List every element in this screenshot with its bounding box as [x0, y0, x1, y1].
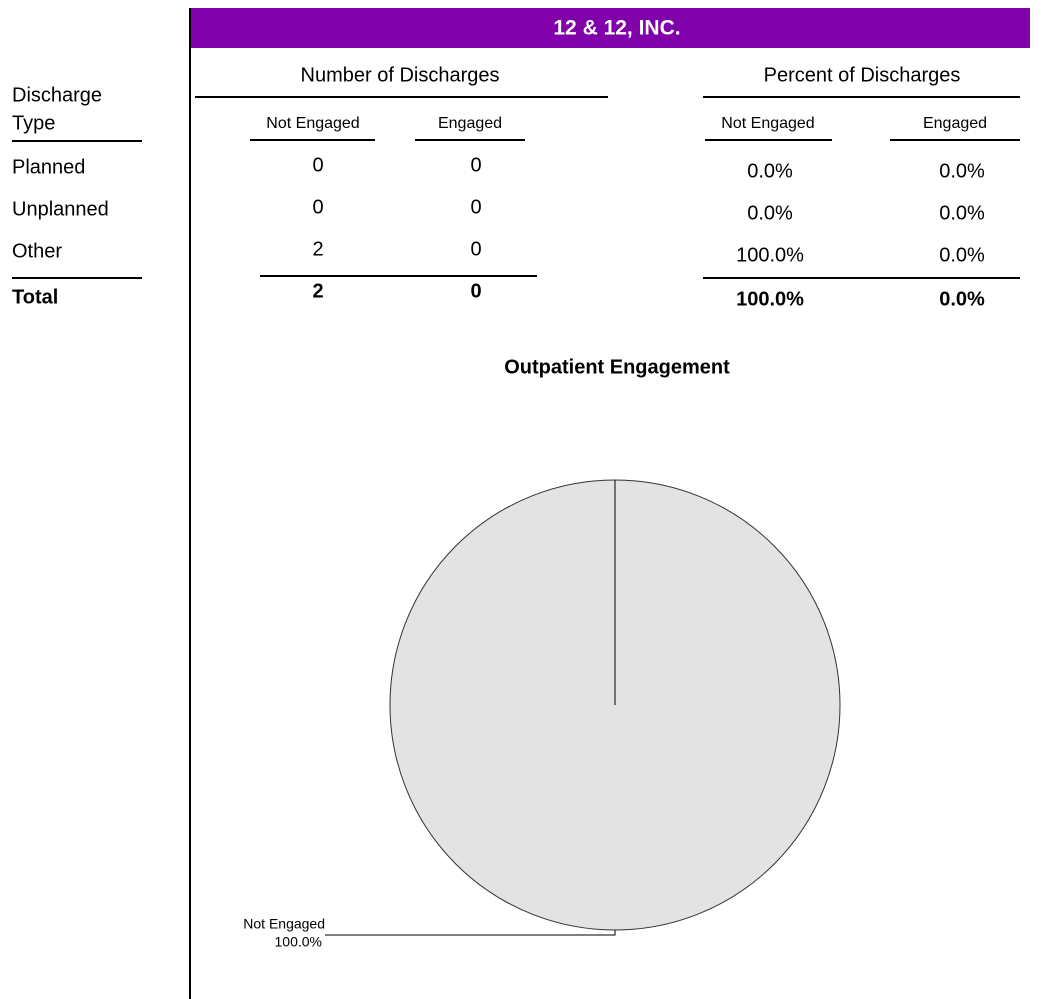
column-header: Not Engaged — [721, 115, 814, 132]
total-label: Total — [12, 286, 58, 308]
header-title: 12 & 12, INC. — [553, 17, 680, 40]
cell: 0 — [312, 196, 323, 218]
total-cell: 0.0% — [939, 288, 985, 310]
chart-title: Outpatient Engagement — [504, 356, 730, 378]
cell: 2 — [312, 238, 323, 260]
slice-value: 100.0% — [275, 934, 322, 950]
leader-line — [325, 930, 616, 936]
total-cell: 100.0% — [736, 288, 804, 310]
group-header: Number of Discharges — [301, 64, 500, 86]
total-cell: 0 — [470, 280, 481, 302]
cell: 100.0% — [736, 244, 804, 266]
cell: 0.0% — [939, 202, 985, 224]
row-label: Other — [12, 240, 62, 262]
group-header: Percent of Discharges — [764, 64, 961, 86]
header-bar — [190, 8, 1030, 48]
cell: 0.0% — [939, 244, 985, 266]
column-header: Not Engaged — [266, 115, 359, 132]
total-cell: 2 — [312, 280, 323, 302]
cell: 0.0% — [939, 160, 985, 182]
cell: 0.0% — [747, 202, 793, 224]
cell: 0 — [470, 196, 481, 218]
column-header: Engaged — [438, 115, 502, 132]
cell: 0.0% — [747, 160, 793, 182]
slice-label: Not Engaged — [243, 916, 325, 932]
row-header: Discharge — [12, 84, 102, 106]
row-label: Unplanned — [12, 198, 109, 220]
row-header: Type — [12, 112, 55, 134]
row-label: Planned — [12, 156, 85, 178]
cell: 0 — [312, 154, 323, 176]
cell: 0 — [470, 238, 481, 260]
column-header: Engaged — [923, 115, 987, 132]
cell: 0 — [470, 154, 481, 176]
